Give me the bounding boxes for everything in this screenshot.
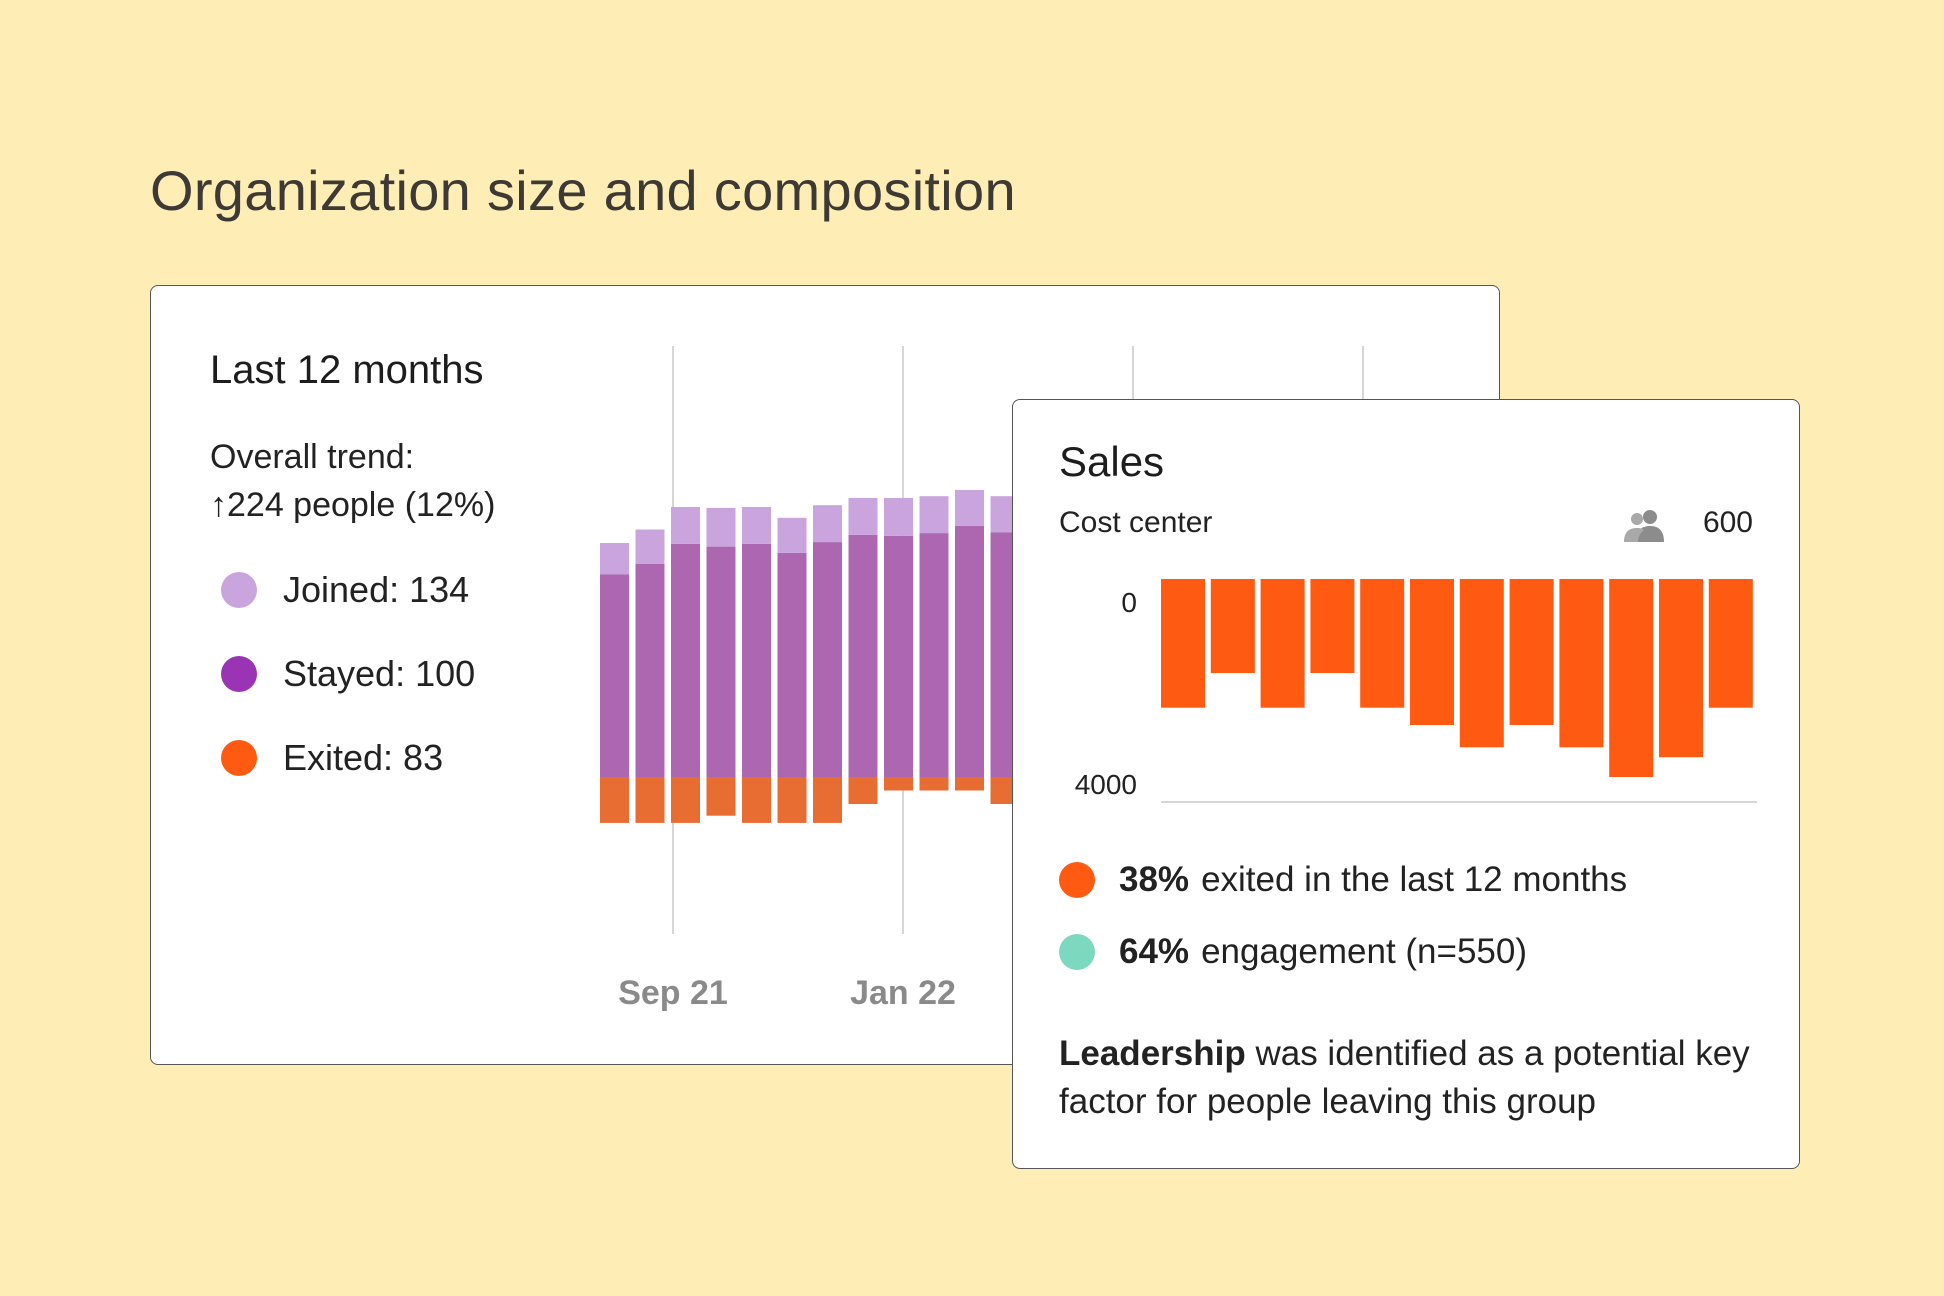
bar-stayed-10: [919, 533, 949, 777]
bar-exited-5: [742, 777, 771, 823]
bar-exited-1: [600, 777, 629, 823]
legend-joined: Joined: 134: [221, 569, 469, 611]
bar-exited-10: [919, 777, 949, 791]
bar-joined-1: [600, 543, 629, 575]
legend-stayed-label: Stayed: 100: [283, 653, 476, 694]
stat-exited-value: 38%: [1119, 860, 1190, 899]
stat-engagement-dot: [1059, 934, 1095, 970]
sales-card: Sales Cost center 600 0 4000 38% exited i…: [1012, 399, 1800, 1169]
bar-joined-8: [848, 498, 878, 535]
bar-stayed-1: [600, 574, 629, 777]
legend-exited: Exited: 83: [221, 737, 443, 779]
bar-joined-7: [813, 505, 842, 543]
bar-joined-10: [919, 496, 949, 534]
bar-exited-6: [777, 777, 807, 823]
bar-joined-11: [955, 489, 984, 526]
bar-exited-2: [635, 777, 665, 823]
bar-joined-2: [635, 529, 665, 564]
bar-exited-7: [813, 777, 842, 823]
sales-bar-3: [1260, 579, 1305, 708]
bar-stayed-3: [671, 543, 700, 777]
card-title: Last 12 months: [210, 348, 484, 392]
trend-value: ↑224 people (12%): [210, 486, 495, 525]
sales-bar-2: [1210, 579, 1255, 674]
bar-stayed-7: [813, 542, 842, 777]
insight-bold: Leadership: [1059, 1034, 1246, 1073]
sales-bar-6: [1410, 579, 1454, 726]
legend-stayed-dot: [221, 656, 257, 692]
bar-joined-9: [884, 498, 913, 536]
stat-engagement: 64% engagement (n=550): [1059, 932, 1527, 972]
sales-bar-chart: 0 4000: [1075, 579, 1757, 803]
arrow-up-icon: ↑: [210, 486, 227, 524]
sales-bar-4: [1310, 579, 1355, 674]
sales-bar-1: [1161, 579, 1205, 708]
bar-joined-3: [671, 507, 700, 544]
bar-stayed-5: [742, 543, 771, 777]
bar-stayed-8: [848, 534, 878, 777]
trend-value-text: 224 people (12%): [227, 486, 496, 524]
bar-joined-4: [706, 507, 736, 547]
sales-bar-9: [1559, 579, 1604, 748]
bar-stayed-9: [884, 535, 913, 777]
bar-stayed-11: [955, 525, 984, 777]
bar-stayed-4: [706, 546, 736, 777]
bar-joined-5: [742, 507, 771, 544]
stat-exited: 38% exited in the last 12 months: [1059, 860, 1627, 900]
bar-stayed-6: [777, 552, 807, 777]
legend-exited-dot: [221, 740, 257, 776]
bar-exited-3: [671, 777, 700, 823]
sales-bar-8: [1509, 579, 1554, 726]
sales-bar-11: [1659, 579, 1703, 758]
sales-bar-10: [1609, 579, 1654, 777]
y-tick-label-4000: 4000: [1075, 769, 1137, 800]
bar-joined-6: [777, 517, 807, 553]
stat-exited-text: exited in the last 12 months: [1201, 860, 1628, 899]
x-tick-label-1: Sep 21: [618, 974, 728, 1012]
trend-label: Overall trend:: [210, 438, 415, 476]
bar-exited-11: [955, 777, 984, 791]
people-icon: [1624, 510, 1664, 542]
legend-stayed: Stayed: 100: [221, 653, 475, 695]
people-count: 600: [1702, 506, 1753, 539]
stat-engagement-value: 64%: [1119, 932, 1190, 971]
legend-joined-dot: [221, 572, 257, 608]
legend-exited-label: Exited: 83: [283, 737, 444, 778]
page-title: Organization size and composition: [150, 159, 1016, 222]
bar-stayed-2: [635, 563, 665, 777]
stat-engagement-text: engagement (n=550): [1201, 932, 1527, 971]
sales-bar-7: [1459, 579, 1504, 748]
bar-exited-8: [848, 777, 878, 804]
insight-body: was identified as a potential key factor…: [1059, 1034, 1750, 1121]
cost-center-label: Cost center: [1059, 506, 1213, 539]
sales-title: Sales: [1059, 438, 1165, 485]
bar-exited-4: [706, 777, 736, 816]
sales-bar-12: [1708, 579, 1753, 708]
bar-exited-9: [884, 777, 913, 791]
insight-text: Leadership was identified as a potential…: [1059, 1030, 1779, 1126]
legend-joined-label: Joined: 134: [283, 569, 470, 610]
sales-bar-5: [1360, 579, 1405, 708]
stat-exited-dot: [1059, 862, 1095, 898]
y-tick-label-0: 0: [1121, 587, 1137, 618]
x-tick-label-2: Jan 22: [850, 974, 956, 1012]
